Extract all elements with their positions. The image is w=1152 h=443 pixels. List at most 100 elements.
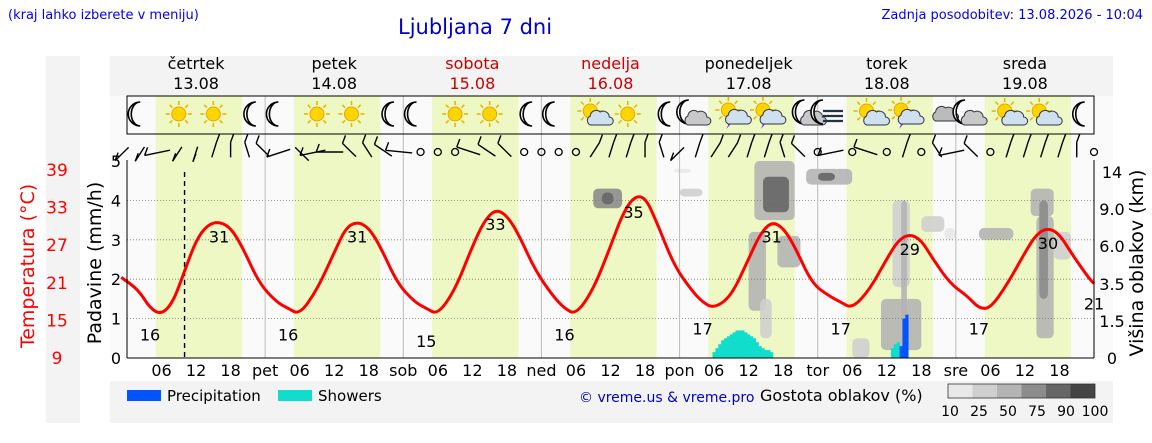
precip-tick-label: 0 <box>111 349 121 368</box>
shower-bar <box>732 332 736 358</box>
precipitation-bar <box>905 314 909 358</box>
cloud-block <box>760 298 772 339</box>
cloud-block <box>978 227 1014 240</box>
wind-barb <box>901 134 911 158</box>
sun-storm-icon <box>749 97 787 129</box>
location-hint-link[interactable]: (kraj lahko izberete v meniju) <box>8 8 199 23</box>
day-abbr-label: tor <box>806 361 829 380</box>
barb-shaft <box>710 142 721 158</box>
sun-ray <box>495 104 500 109</box>
wind-barb <box>917 147 926 157</box>
daylight-band <box>432 96 519 358</box>
sun-ray <box>891 115 896 120</box>
sun-ray <box>479 119 484 124</box>
temperature-tick-label: 21 <box>46 274 68 294</box>
temperature-label: 17 <box>831 319 851 338</box>
credit-link[interactable]: © vreme.us & vreme.pro <box>579 390 754 406</box>
hour-tick-label: 18 <box>911 361 931 380</box>
barb-tick <box>644 133 649 143</box>
wind-barb <box>986 147 995 157</box>
moon-icon <box>1071 101 1085 127</box>
hour-tick-label: 18 <box>635 361 655 380</box>
hour-tick-label: 06 <box>428 361 448 380</box>
hour-tick-label: 12 <box>600 361 620 380</box>
barb-tick <box>143 147 149 156</box>
barb-tick <box>456 138 461 148</box>
sun-ray <box>718 100 723 105</box>
barb-tick <box>341 135 347 144</box>
wind-barb <box>589 134 604 158</box>
cloud-block <box>944 227 956 240</box>
barb-tick <box>853 138 858 148</box>
barb-shaft <box>938 149 965 157</box>
barb-tick <box>229 133 235 143</box>
cloud-legend-swatch <box>972 384 997 398</box>
shower-bar <box>896 342 900 358</box>
barb-shaft <box>497 142 512 158</box>
cloud-shape <box>897 108 925 125</box>
sun-ray <box>495 119 500 124</box>
sun-icon <box>303 101 330 127</box>
barb-shaft <box>211 142 218 158</box>
wind-barb <box>450 147 460 157</box>
shower-bar <box>741 330 745 358</box>
icons-row-border <box>126 95 1095 135</box>
precip-tick-label: 4 <box>111 191 121 210</box>
barb-tick <box>719 134 724 143</box>
barb-shaft <box>963 142 979 158</box>
barb-tick <box>1010 134 1015 143</box>
barb-tick <box>658 134 663 143</box>
barb-shaft <box>608 142 615 158</box>
cloud-block <box>673 168 692 173</box>
sun-ray <box>203 104 208 109</box>
shower-bar <box>735 330 739 358</box>
barb-tick <box>373 136 379 145</box>
wind-barb <box>694 134 704 158</box>
temperature-tick-label: 27 <box>46 236 68 256</box>
calm-circle <box>813 147 822 157</box>
temperature-label: 16 <box>278 326 298 345</box>
barb-shaft <box>727 142 739 158</box>
sun-ray <box>580 101 585 106</box>
wind-barb <box>456 138 481 156</box>
wind-barb <box>790 135 806 158</box>
sun-ray <box>856 101 861 106</box>
calm-circle <box>520 147 529 157</box>
wind-barbs-row <box>114 133 1099 162</box>
barb-shaft <box>670 146 685 162</box>
wind-barb <box>644 133 649 158</box>
barb-shaft <box>763 142 770 158</box>
day-date: 19.08 <box>1002 74 1048 93</box>
page-title: Ljubljana 7 dni <box>398 15 553 39</box>
moon-icon <box>243 101 256 127</box>
temperature-label: 31 <box>347 228 367 247</box>
precipitation-bar <box>899 346 903 358</box>
barb-shaft <box>1022 142 1029 158</box>
barb-shaft <box>1057 142 1064 158</box>
cloud-legend-step: 10 <box>941 404 959 420</box>
shower-bar <box>726 336 731 358</box>
sun-icon <box>476 101 503 127</box>
barb-tick <box>215 134 221 143</box>
calm-circle <box>450 147 460 157</box>
shower-bar <box>715 348 719 358</box>
sun-icon <box>200 101 227 127</box>
wind-barb <box>710 134 724 158</box>
hour-tick-label: 18 <box>1049 361 1069 380</box>
shower-bar <box>764 350 768 358</box>
cloud-density-layer <box>593 161 1071 358</box>
sun-disc <box>343 106 359 122</box>
sun-ray <box>307 119 312 124</box>
sun-icon <box>614 101 641 127</box>
shower-bar <box>755 342 759 358</box>
barb-shaft <box>746 142 753 158</box>
wind-barb <box>266 148 291 158</box>
barb-shaft <box>658 142 665 158</box>
hour-tick-label: 06 <box>151 361 171 380</box>
sun-ray <box>1029 116 1034 121</box>
sun-ray <box>618 119 622 124</box>
precip-tick-label: 5 <box>111 152 121 171</box>
sun-ray <box>357 104 362 109</box>
wind-barb <box>192 146 199 162</box>
hour-tick-label: 12 <box>1015 361 1035 380</box>
